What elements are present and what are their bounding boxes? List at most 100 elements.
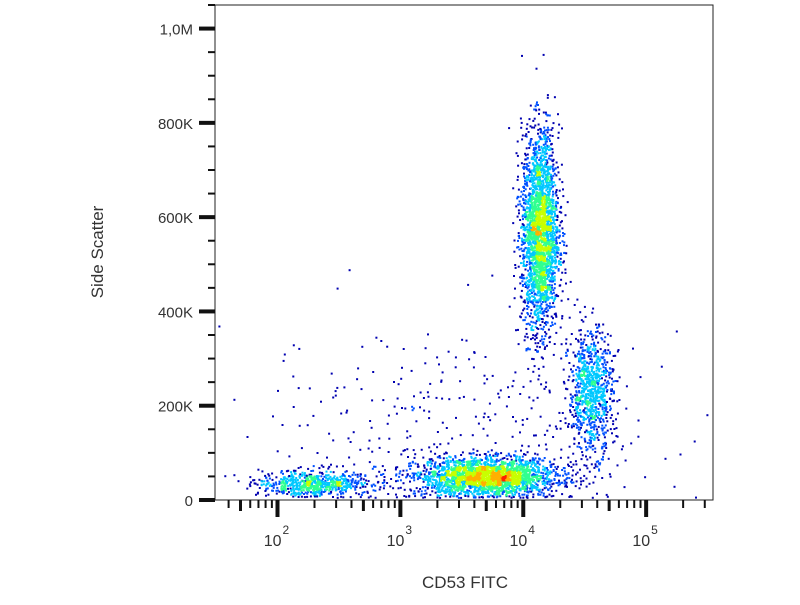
- data-point: [521, 459, 524, 462]
- data-point: [530, 283, 533, 286]
- data-point: [257, 468, 260, 471]
- data-point: [278, 480, 281, 483]
- data-point: [588, 470, 591, 473]
- data-point: [499, 495, 502, 498]
- data-point: [448, 493, 451, 496]
- data-point: [307, 479, 310, 482]
- data-point: [292, 469, 295, 472]
- data-point: [406, 475, 409, 478]
- data-point: [532, 295, 535, 298]
- data-point: [548, 472, 551, 475]
- data-point: [523, 263, 525, 266]
- data-point: [570, 466, 573, 468]
- data-point: [367, 480, 370, 483]
- data-point: [425, 492, 428, 495]
- data-point: [422, 456, 425, 459]
- data-point: [432, 473, 434, 476]
- data-point: [450, 468, 453, 471]
- data-point: [488, 476, 491, 479]
- data-point: [350, 483, 353, 486]
- data-point: [440, 474, 443, 477]
- data-point: [506, 463, 509, 465]
- data-point: [513, 486, 516, 488]
- data-point: [378, 488, 381, 491]
- data-point: [539, 286, 541, 289]
- data-point: [438, 470, 440, 473]
- data-point: [521, 455, 524, 458]
- data-point: [290, 473, 293, 476]
- data-point: [510, 455, 512, 458]
- data-point: [526, 465, 529, 468]
- data-point: [297, 467, 300, 469]
- data-point: [445, 478, 448, 481]
- data-point: [540, 130, 543, 133]
- data-point: [545, 195, 548, 198]
- data-point: [481, 483, 484, 485]
- data-point: [516, 197, 519, 200]
- data-point: [328, 477, 331, 480]
- data-point: [334, 489, 337, 492]
- data-point: [265, 494, 267, 497]
- data-point: [447, 470, 450, 472]
- data-point: [544, 129, 546, 132]
- data-point: [336, 481, 339, 484]
- data-point: [536, 453, 539, 456]
- data-point: [413, 472, 416, 475]
- data-point: [286, 493, 289, 495]
- data-point: [526, 292, 529, 295]
- data-point: [538, 488, 541, 491]
- data-point: [534, 241, 537, 244]
- data-point: [477, 487, 480, 490]
- data-point: [531, 262, 533, 265]
- data-point: [349, 475, 352, 478]
- data-point: [315, 484, 318, 487]
- data-point: [548, 254, 550, 257]
- data-point: [564, 480, 567, 483]
- data-point: [354, 479, 357, 482]
- data-point: [456, 476, 459, 479]
- data-point: [284, 482, 287, 485]
- data-point: [552, 463, 555, 466]
- data-point: [433, 473, 436, 476]
- data-point: [549, 265, 552, 268]
- data-point: [535, 271, 538, 274]
- data-point: [558, 224, 561, 227]
- data-point: [527, 194, 530, 197]
- data-point: [440, 493, 443, 496]
- data-point: [493, 472, 496, 475]
- data-point: [519, 203, 522, 206]
- data-point: [564, 485, 567, 488]
- data-point: [555, 189, 558, 191]
- data-point: [483, 472, 485, 475]
- data-point: [542, 311, 545, 313]
- data-point: [414, 462, 417, 465]
- data-point: [534, 342, 537, 345]
- data-point: [280, 489, 283, 492]
- data-point: [520, 468, 523, 471]
- data-point: [517, 265, 520, 268]
- data-point: [304, 482, 307, 485]
- data-point: [523, 485, 526, 488]
- data-point: [561, 315, 564, 318]
- data-point: [540, 303, 543, 305]
- data-point: [531, 263, 534, 266]
- data-point: [546, 210, 549, 213]
- data-point: [531, 461, 534, 464]
- data-point: [464, 477, 467, 480]
- data-point: [383, 481, 386, 484]
- data-point: [522, 197, 525, 200]
- data-point: [554, 471, 557, 474]
- data-point: [513, 467, 516, 470]
- data-point: [541, 321, 544, 323]
- data-point: [465, 491, 468, 494]
- data-point: [446, 478, 449, 481]
- data-point: [453, 474, 456, 477]
- data-point: [552, 174, 555, 177]
- data-point: [525, 471, 528, 474]
- data-point: [320, 488, 323, 491]
- data-point: [543, 484, 546, 487]
- data-point: [502, 473, 505, 476]
- data-point: [503, 457, 506, 459]
- data-point: [522, 226, 525, 229]
- data-point: [265, 483, 268, 486]
